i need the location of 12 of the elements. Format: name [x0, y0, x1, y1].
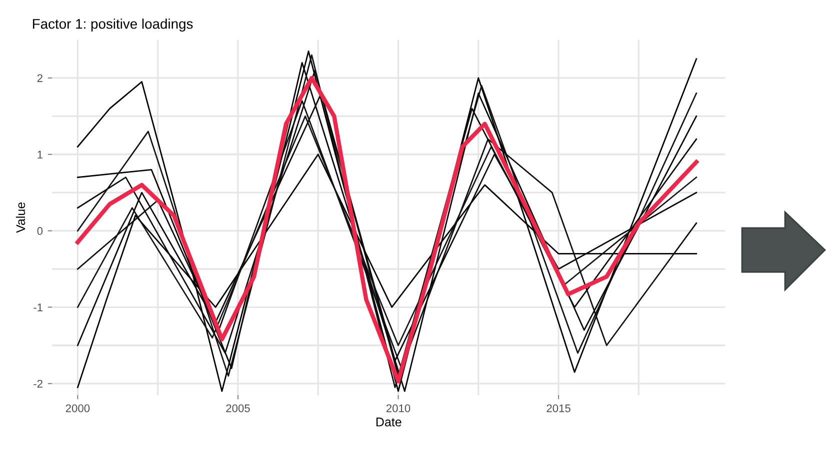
y-tick-label: 1: [38, 150, 42, 158]
x-axis-title: Date: [376, 418, 402, 426]
y-tick-label: -2: [34, 380, 42, 388]
y-tick-label: 2: [37, 74, 42, 82]
y-axis-title: Value: [16, 202, 26, 233]
x-tick-label: 2000: [66, 404, 90, 412]
x-tick-label: 2005: [226, 404, 250, 412]
x-tick-label: 2010: [386, 404, 410, 412]
y-tick-label: 0: [37, 227, 43, 235]
y-tick-label: -1: [34, 304, 42, 312]
x-tick-label: 2015: [546, 404, 570, 412]
chart-title: Factor 1: positive loadings: [32, 18, 193, 32]
